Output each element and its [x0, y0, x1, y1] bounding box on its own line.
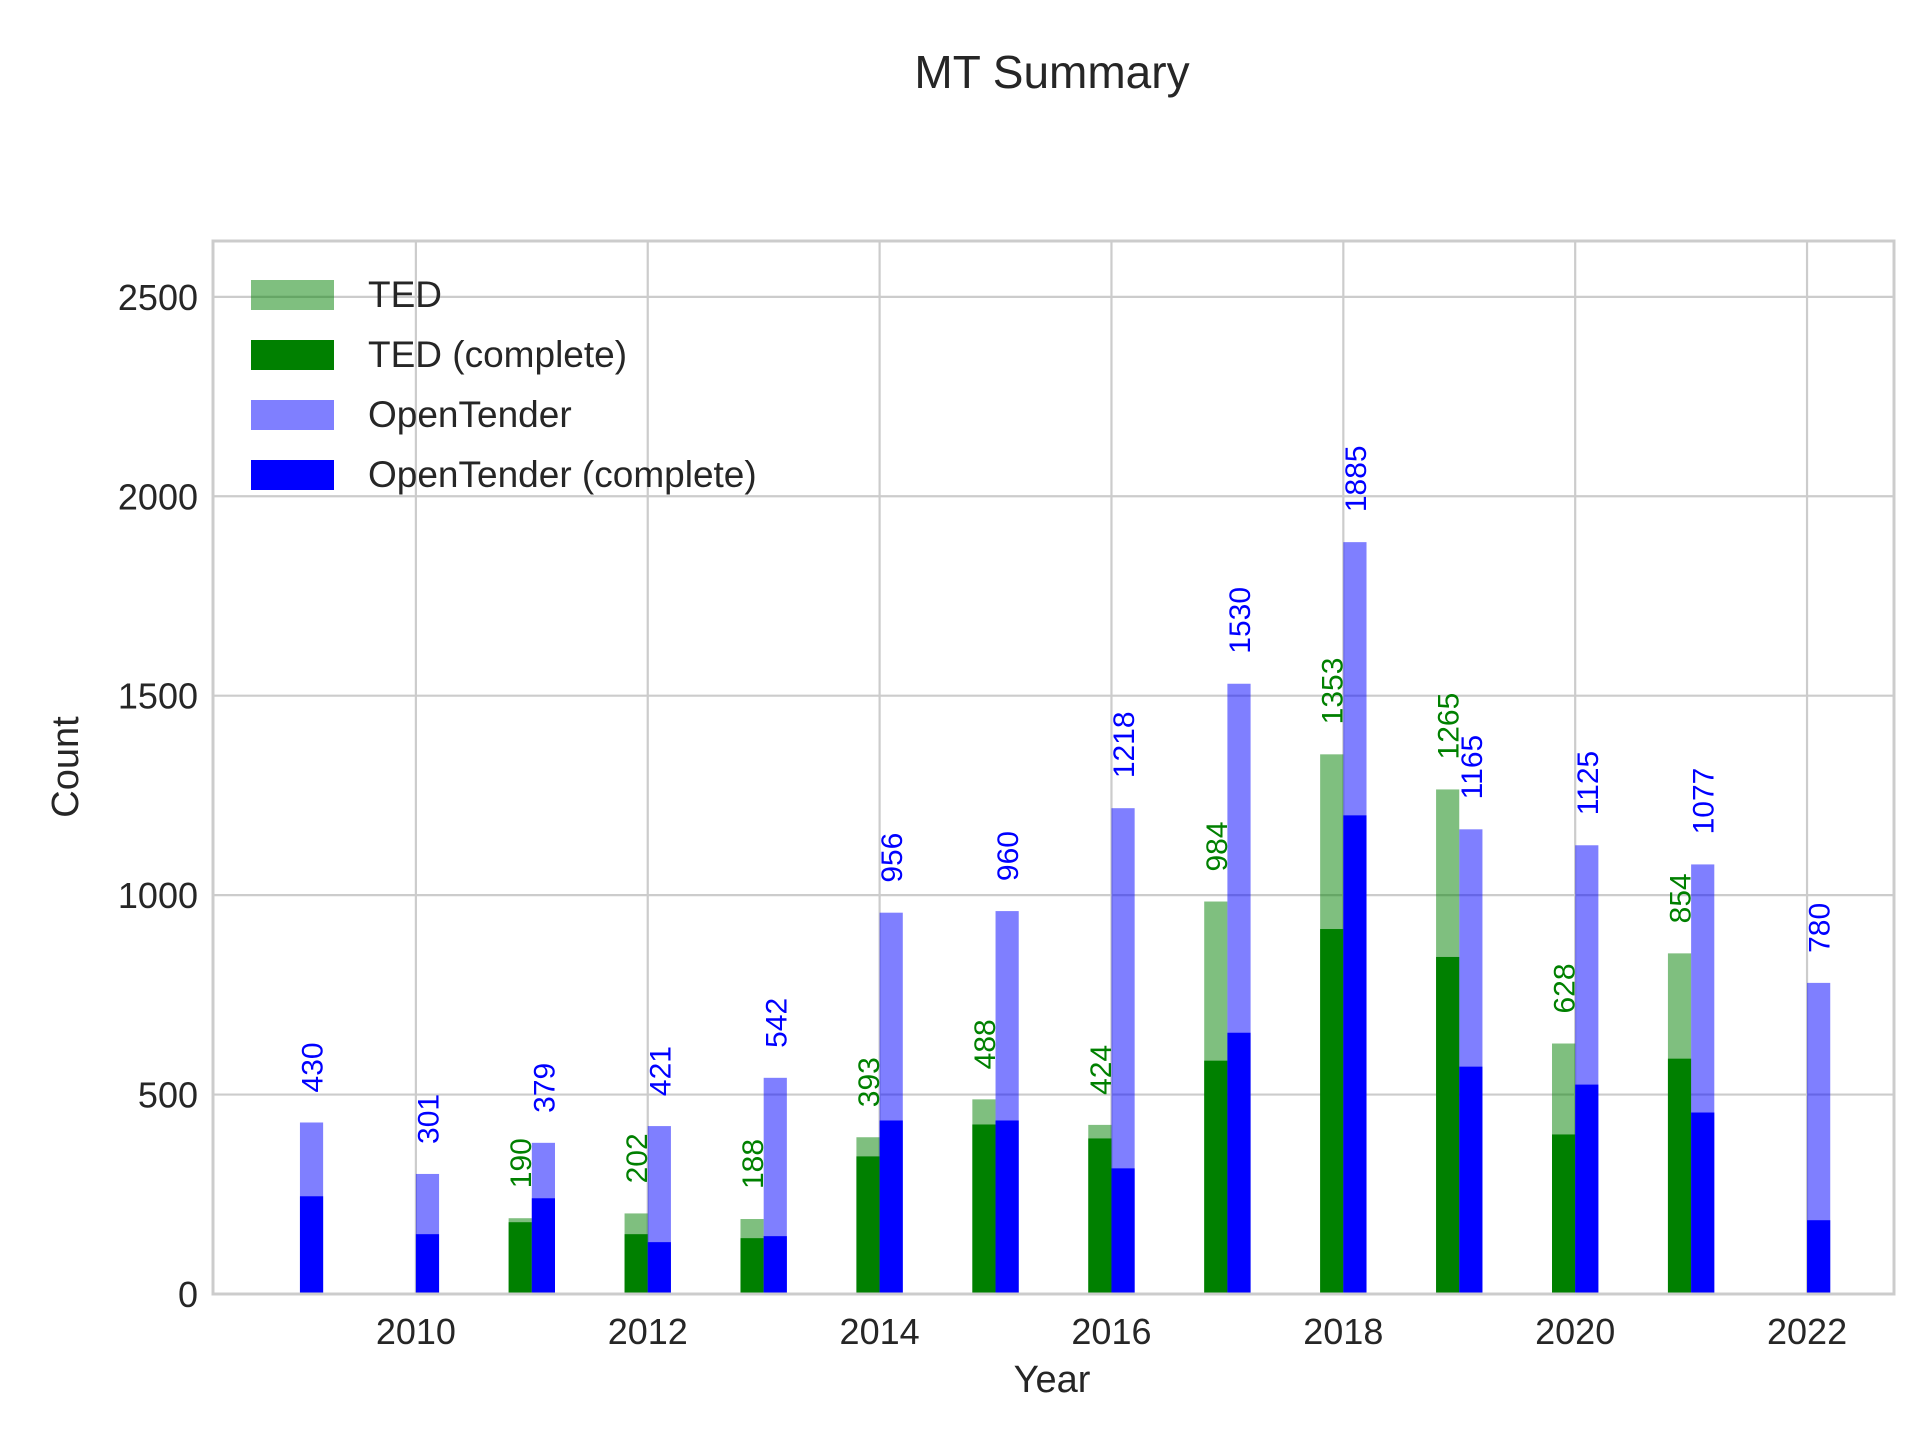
bar-label-opentender: 430: [297, 1042, 330, 1092]
bar-ted-complete: [740, 1238, 764, 1294]
bar-label-ted: 1353: [1317, 658, 1350, 725]
plot-frame: [211, 239, 1896, 1296]
y-tick-label: 2000: [118, 476, 198, 517]
bar-label-opentender: 1165: [1456, 735, 1489, 800]
legend-swatch: [251, 340, 334, 370]
bar-label-ted: 984: [1201, 821, 1234, 871]
bar-label-opentender: 956: [876, 833, 909, 883]
legend-swatch: [251, 400, 334, 430]
x-tick-labels: 2010 2012 2014 2016 2018 2020 2022: [376, 1311, 1847, 1352]
legend-swatch: [251, 460, 334, 490]
bar-label-ted: 190: [505, 1138, 538, 1188]
chart-title: MT Summary: [914, 46, 1189, 98]
bar-label-opentender: 421: [644, 1046, 677, 1096]
bar-label-ted: 854: [1665, 873, 1698, 923]
bar-label-opentender: 780: [1804, 903, 1837, 953]
bar-label-ted: 628: [1549, 963, 1582, 1013]
x-tick-label: 2022: [1767, 1311, 1847, 1352]
x-tick-label: 2018: [1303, 1311, 1383, 1352]
bar-label-opentender: 1218: [1108, 711, 1141, 778]
bar-label-opentender: 1885: [1340, 445, 1373, 512]
bar-opentender-complete: [1459, 1066, 1483, 1294]
bar-ted-complete: [1436, 956, 1460, 1294]
legend-label: TED: [368, 274, 442, 315]
bar-opentender-complete: [1343, 815, 1367, 1294]
bar-opentender-complete: [763, 1236, 787, 1294]
bar-opentender-complete: [1807, 1220, 1831, 1294]
y-tick-label: 2500: [118, 277, 198, 318]
y-tick-labels: 0 500 1000 1500 2000 2500: [118, 277, 198, 1315]
bar-opentender-complete: [995, 1120, 1019, 1294]
bar-ted-complete: [1320, 929, 1344, 1294]
x-axis-label: Year: [1014, 1359, 1091, 1401]
x-tick-label: 2010: [376, 1311, 456, 1352]
legend-label: OpenTender (complete): [368, 454, 757, 495]
bar-ted-complete: [1204, 1060, 1228, 1294]
bar-opentender-complete: [531, 1198, 555, 1294]
bar-label-opentender: 1077: [1688, 768, 1721, 835]
bar-label-opentender: 960: [992, 831, 1025, 881]
bar-ted-complete: [624, 1234, 648, 1294]
x-tick-label: 2014: [840, 1311, 920, 1352]
bar-label-ted: 188: [737, 1139, 770, 1189]
y-tick-label: 500: [138, 1075, 198, 1116]
bar-ted-complete: [856, 1156, 880, 1294]
bar-label-opentender: 301: [412, 1094, 445, 1144]
y-tick-label: 1500: [118, 676, 198, 717]
y-tick-label: 1000: [118, 875, 198, 916]
bar-opentender-complete: [1691, 1112, 1715, 1294]
bar-label-ted: 393: [853, 1057, 886, 1107]
bar-opentender-complete: [1227, 1032, 1251, 1294]
bar-ted-complete: [1088, 1138, 1112, 1294]
y-tick-label: 0: [178, 1274, 198, 1315]
legend-swatch: [251, 280, 334, 310]
bar-label-ted: 424: [1085, 1045, 1118, 1095]
legend: TED TED (complete) OpenTender OpenTender (c…: [251, 274, 757, 495]
bar-labels-group: 190 202 188 393 488 424 984 1353 1265 628 854 430 30…: [297, 445, 1837, 1189]
bar-label-opentender: 542: [760, 998, 793, 1048]
bar-opentender-complete: [1111, 1168, 1135, 1294]
bar-ted-complete: [972, 1124, 996, 1294]
bars-group: [299, 542, 1831, 1294]
bar-label-ted: 202: [621, 1133, 654, 1183]
bar-opentender: [1807, 982, 1831, 1294]
bar-opentender-complete: [879, 1120, 903, 1294]
bar-label-opentender: 1125: [1572, 751, 1605, 816]
x-tick-label: 2016: [1071, 1311, 1151, 1352]
bar-ted-complete: [1552, 1134, 1576, 1294]
bar-label-opentender: 1530: [1224, 587, 1257, 654]
bar-opentender-complete: [1575, 1084, 1599, 1294]
x-tick-label: 2012: [608, 1311, 688, 1352]
bar-opentender-complete: [647, 1242, 671, 1294]
bar-label-opentender: 379: [528, 1063, 561, 1113]
bar-opentender-complete: [415, 1234, 440, 1294]
bar-label-ted: 1265: [1433, 693, 1466, 760]
legend-label: TED (complete): [368, 334, 627, 375]
legend-label: OpenTender: [368, 394, 572, 435]
y-axis-label: Count: [45, 716, 87, 818]
bar-ted-complete: [1667, 1058, 1692, 1294]
x-tick-label: 2020: [1535, 1311, 1615, 1352]
bar-label-ted: 488: [969, 1019, 1002, 1069]
bar-ted-complete: [508, 1222, 532, 1294]
bar-opentender-complete: [299, 1196, 324, 1294]
